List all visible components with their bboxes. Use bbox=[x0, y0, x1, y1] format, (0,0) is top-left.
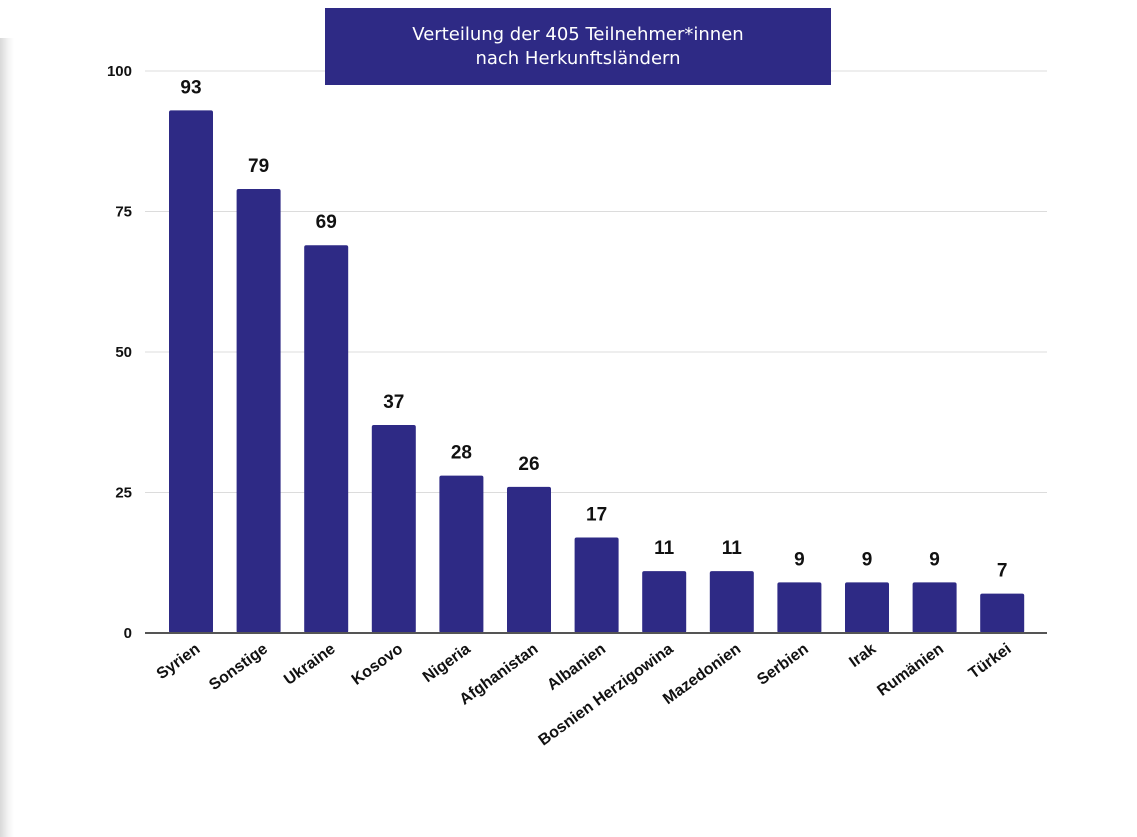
y-tick-label: 100 bbox=[107, 63, 132, 80]
bar bbox=[912, 582, 957, 633]
bars bbox=[169, 110, 1025, 634]
y-tick-label: 75 bbox=[115, 204, 132, 221]
page-edge-shadow bbox=[0, 38, 14, 837]
data-label: 11 bbox=[722, 538, 743, 559]
x-tick-label: Türkei bbox=[966, 640, 1015, 682]
y-tick-label: 0 bbox=[124, 625, 132, 642]
bar bbox=[845, 582, 889, 633]
chart-title-line-1: Verteilung der 405 Teilnehmer*innen bbox=[412, 23, 744, 45]
y-tick-label: 50 bbox=[115, 344, 132, 361]
chart-title-line-2: nach Herkunftsländern bbox=[475, 47, 681, 69]
x-tick-label: Serbien bbox=[754, 640, 811, 688]
y-tick-label: 25 bbox=[115, 485, 132, 502]
data-label: 28 bbox=[451, 443, 472, 464]
x-tick-label: Sonstige bbox=[206, 640, 271, 694]
x-tick-label: Irak bbox=[846, 640, 879, 671]
data-label: 69 bbox=[316, 212, 337, 233]
data-label: 9 bbox=[929, 549, 940, 570]
data-label: 7 bbox=[997, 561, 1008, 582]
data-label: 9 bbox=[862, 549, 873, 570]
bar bbox=[709, 571, 754, 633]
data-label: 79 bbox=[248, 156, 269, 177]
x-tick-label: Rumänien bbox=[874, 640, 947, 699]
bar bbox=[439, 475, 484, 633]
x-tick-label: Nigeria bbox=[420, 640, 474, 686]
bar bbox=[507, 486, 551, 633]
bar bbox=[980, 593, 1025, 633]
bar bbox=[304, 245, 349, 633]
x-tick-label: Albanien bbox=[544, 640, 609, 693]
data-label: 93 bbox=[180, 77, 201, 98]
bar bbox=[169, 110, 213, 634]
bar bbox=[236, 189, 281, 633]
data-label: 26 bbox=[518, 454, 539, 475]
bar bbox=[642, 571, 687, 633]
data-label: 9 bbox=[794, 549, 805, 570]
data-label: 37 bbox=[383, 392, 404, 413]
data-label: 11 bbox=[654, 538, 675, 559]
data-labels: 93 79 69 37 28 26 17 11 11 9 9 9 7 bbox=[180, 77, 1007, 581]
bar bbox=[371, 425, 416, 633]
data-label: 17 bbox=[586, 504, 607, 525]
bar bbox=[777, 582, 822, 633]
x-axis-labels: Syrien Sonstige Ukraine Kosovo NigeriaAfghan… bbox=[154, 640, 1015, 749]
x-tick-label: Bosnien Herzigowina bbox=[536, 640, 677, 749]
y-axis-ticks: 0 25 50 75 100 bbox=[107, 63, 132, 642]
x-tick-label: Syrien bbox=[154, 640, 204, 683]
x-tick-label: Kosovo bbox=[349, 640, 407, 688]
x-tick-label: Ukraine bbox=[281, 640, 339, 688]
chart-title-box: Verteilung der 405 Teilnehmer*innen nach… bbox=[325, 8, 831, 85]
bar bbox=[574, 537, 619, 633]
